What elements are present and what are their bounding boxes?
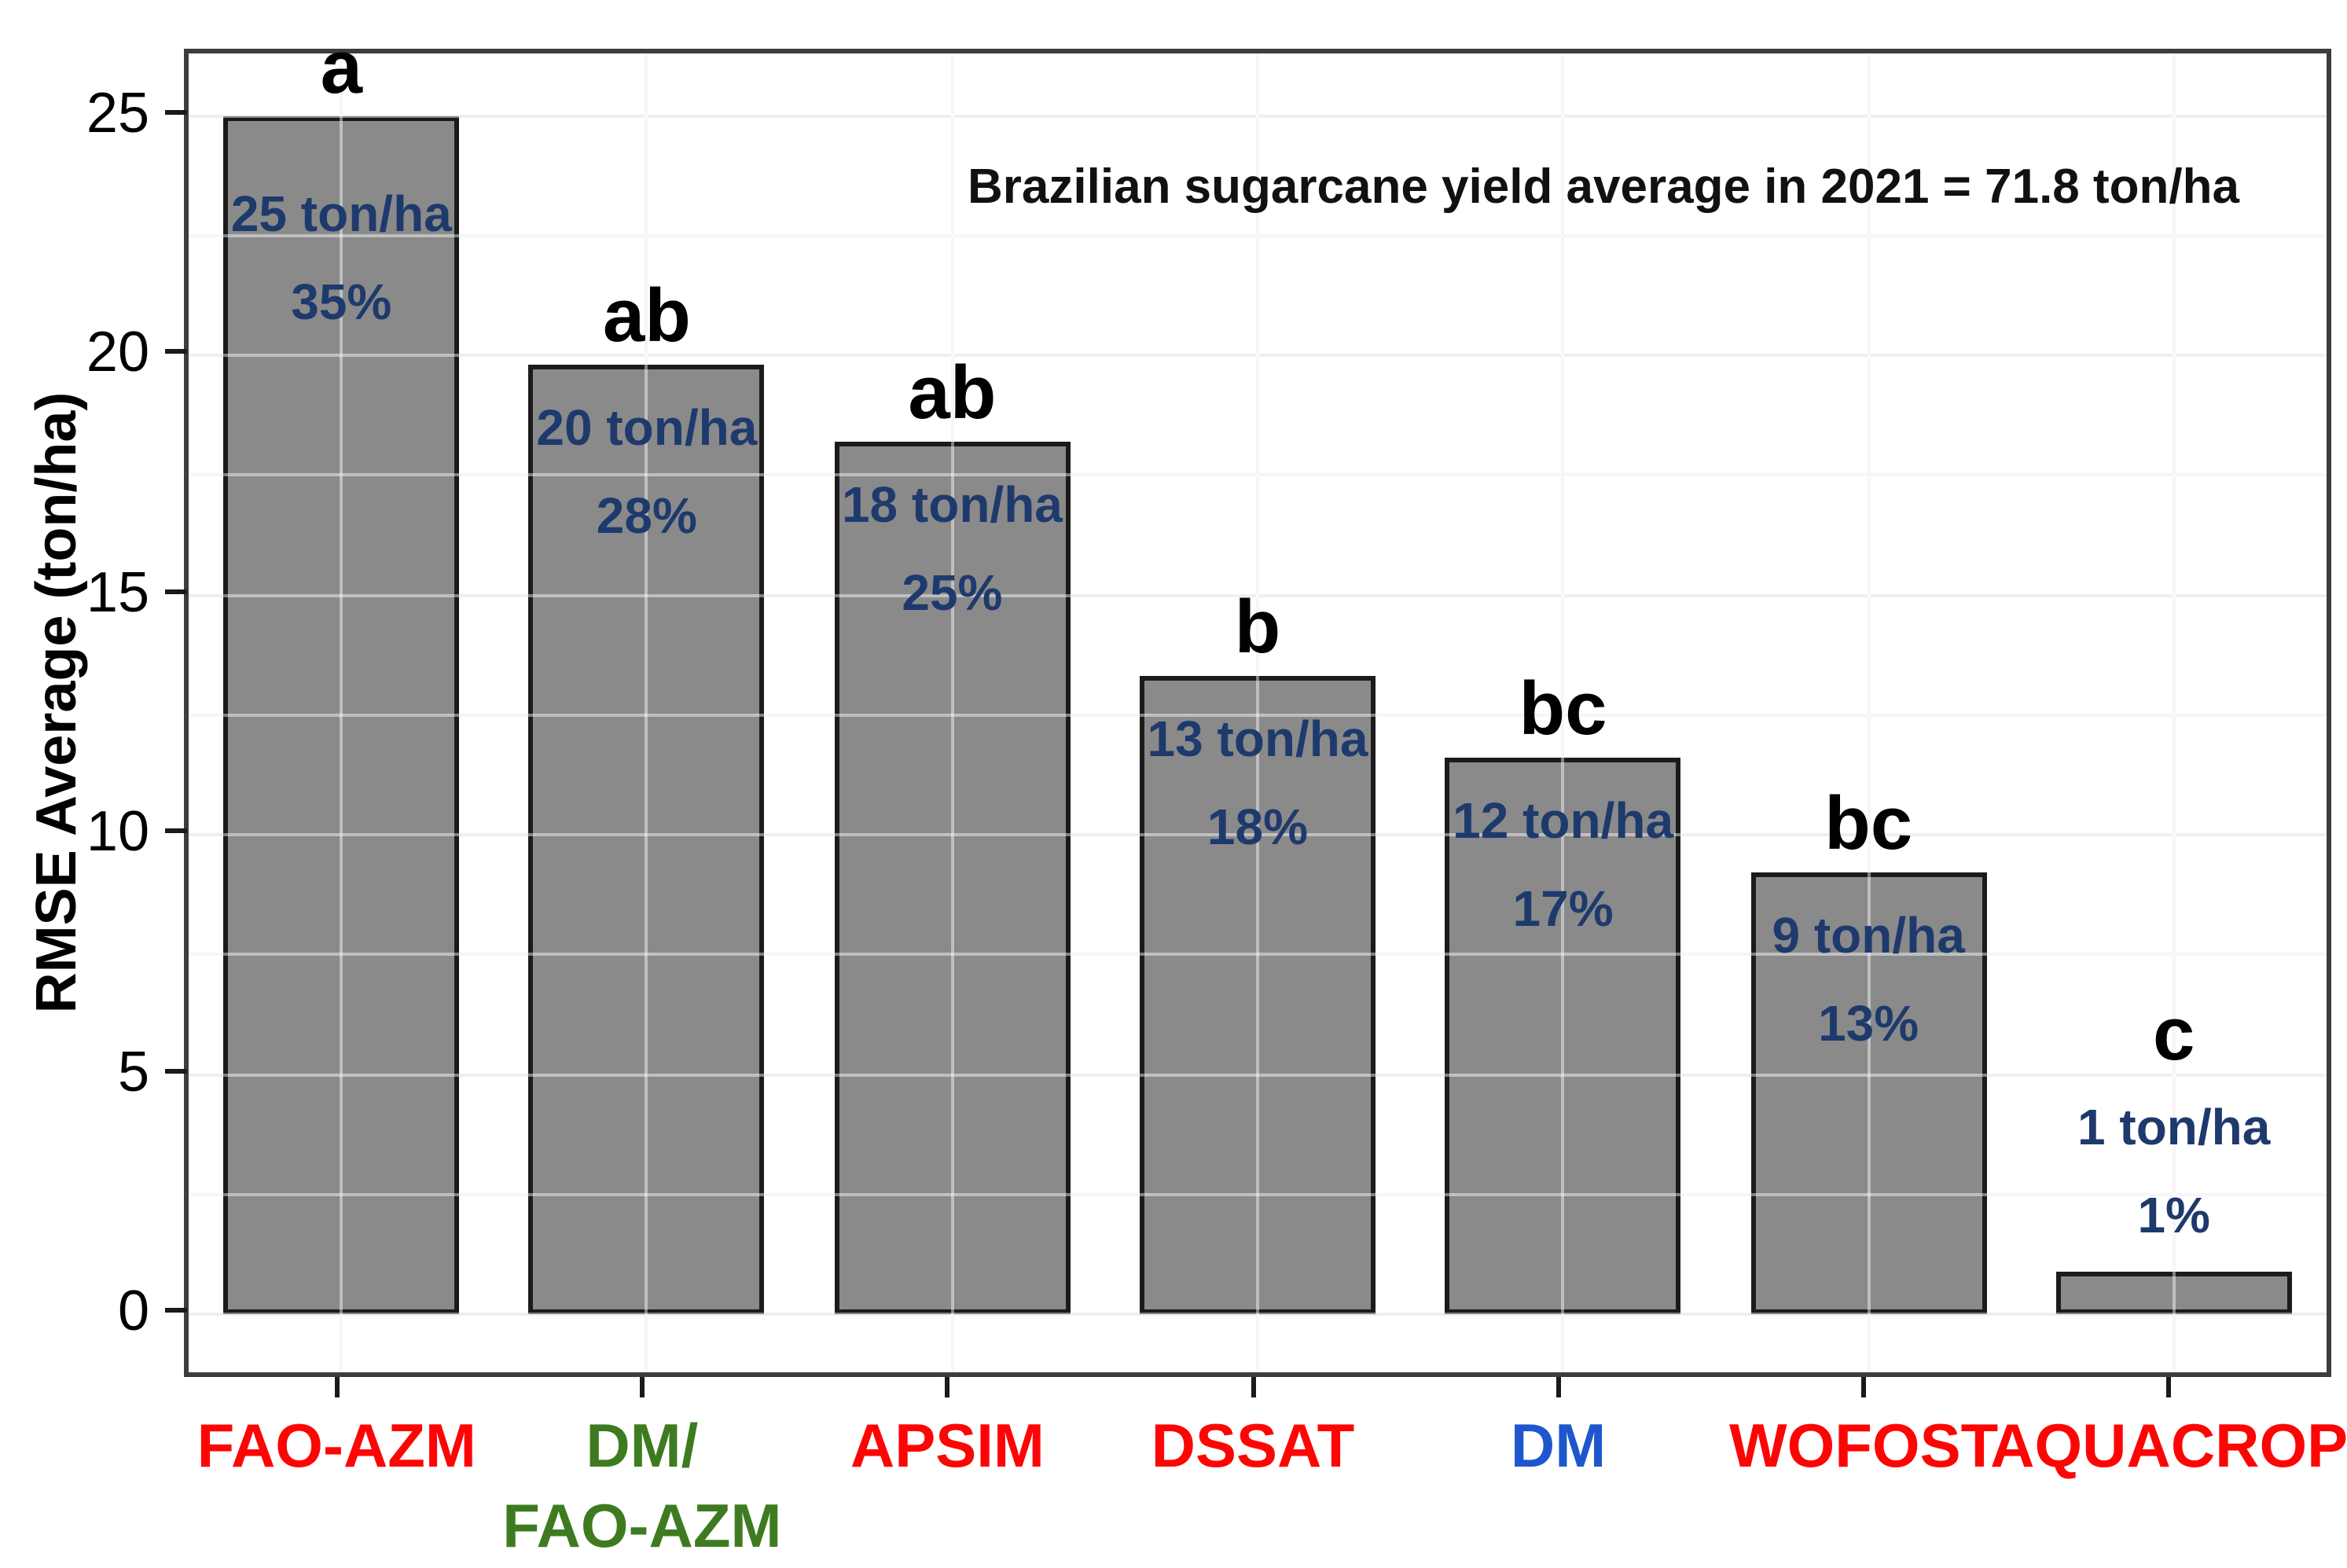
bar-DM — [1445, 758, 1681, 1314]
bar-value-text: 9 ton/ha — [1772, 907, 1965, 964]
x-axis-tick — [2166, 1377, 2172, 1397]
gridline-v-overlay — [951, 53, 954, 1372]
bar-value-label: 12 ton/ha 17% — [1410, 777, 1716, 953]
x-category-label: DM/FAO-AZM — [458, 1408, 827, 1568]
bar-value-label: 20 ton/ha 28% — [494, 384, 800, 560]
sig-letter: ab — [908, 351, 997, 435]
gridline-h-overlay — [189, 1073, 2327, 1076]
x-category-label: DSSAT — [1069, 1408, 1438, 1488]
gridline-h-overlay — [189, 233, 2327, 237]
gridline-h-overlay — [189, 354, 2327, 357]
bar-DM/FAO-AZM — [528, 365, 765, 1314]
bar-percent-text: 18% — [1207, 799, 1308, 856]
bar-value-label: 9 ton/ha 13% — [1716, 892, 2022, 1068]
y-tick-label: 25 — [86, 79, 149, 144]
y-tick-label: 20 — [86, 319, 149, 384]
gridline-v-overlay — [1868, 53, 1871, 1372]
bar-value-text: 1 ton/ha — [2077, 1098, 2271, 1155]
gridline-h-overlay — [189, 713, 2327, 717]
x-axis-tick — [1251, 1377, 1255, 1397]
bar-value-label: 18 ton/ha 25% — [799, 461, 1105, 637]
gridline-v-overlay — [1561, 53, 1564, 1372]
y-tick-label: 0 — [117, 1278, 149, 1342]
bar-percent-text: 17% — [1512, 880, 1614, 938]
gridline-v — [2173, 53, 2176, 1372]
gridline-v-overlay — [2173, 53, 2176, 1372]
x-axis-tick — [334, 1377, 340, 1397]
gridline-v — [1868, 53, 1871, 1372]
sig-letter: ab — [602, 275, 691, 359]
x-category-label-line: WOFOST — [1728, 1413, 1999, 1481]
y-axis-tick — [165, 109, 187, 114]
x-category-label-line: DSSAT — [1151, 1413, 1355, 1481]
gridline-v-overlay — [645, 53, 648, 1372]
x-axis-tick — [1555, 1377, 1561, 1397]
bar-AQUACROP — [2055, 1271, 2292, 1314]
plot-area: 25 ton/ha 35% a 20 ton/ha 28% ab 18 ton/ha 25% a… — [184, 30, 2331, 1377]
bar-percent-text: 13% — [1818, 995, 1919, 1052]
y-axis-tick — [165, 1308, 187, 1313]
bar-DSSAT — [1140, 676, 1376, 1314]
bar-percent-text: 1% — [2137, 1186, 2210, 1243]
y-axis-tick — [165, 1068, 187, 1073]
sig-letter: bc — [1519, 668, 1607, 752]
y-axis-tick — [165, 589, 187, 593]
gridline-v — [1561, 53, 1564, 1372]
sig-letter: b — [1234, 586, 1281, 670]
x-category-label-line: APSIM — [850, 1413, 1045, 1481]
x-category-label: AQUACROP — [1985, 1408, 2347, 1488]
bar-value-label: 13 ton/ha 18% — [1105, 696, 1411, 872]
y-tick-label: 10 — [86, 799, 149, 863]
bar-value-text: 13 ton/ha — [1147, 711, 1368, 768]
x-axis-tick — [639, 1377, 645, 1397]
gridline-h-overlay — [189, 953, 2327, 957]
chart-annotation: Brazilian sugarcane yield average in 202… — [968, 159, 2239, 214]
bar-value-label: 1 ton/ha 1% — [2021, 1082, 2327, 1258]
x-category-label: APSIM — [763, 1408, 1132, 1488]
bar-percent-text: 25% — [902, 564, 1003, 621]
bar-value-text: 12 ton/ha — [1453, 792, 1674, 850]
x-category-label-line: DM — [1510, 1413, 1607, 1481]
x-category-label-line: FAO-AZM — [197, 1413, 476, 1481]
gridline-h-overlay — [189, 833, 2327, 836]
y-axis-tick — [165, 349, 187, 354]
y-tick-label: 5 — [117, 1038, 149, 1103]
bar-percent-text: 28% — [596, 487, 697, 545]
gridline-h-overlay — [189, 473, 2327, 477]
y-axis-tick — [165, 828, 187, 833]
bar-APSIM — [834, 441, 1071, 1314]
bar-percent-text: 35% — [291, 273, 392, 329]
bar-value-label: 25 ton/ha 35% — [189, 169, 494, 345]
gridline-h-overlay — [189, 114, 2327, 117]
x-axis-tick — [945, 1377, 950, 1397]
x-category-label: DM — [1374, 1408, 1743, 1488]
bar-value-text: 20 ton/ha — [536, 399, 758, 457]
gridline-v-overlay — [1256, 53, 1259, 1372]
gridline-h-overlay — [189, 593, 2327, 597]
gridline-h-overlay — [189, 1192, 2327, 1196]
x-category-label: FAO-AZM — [152, 1408, 521, 1488]
x-axis-tick — [1861, 1377, 1867, 1397]
gridline-h-overlay — [189, 1313, 2327, 1316]
sig-letter: bc — [1824, 783, 1913, 867]
sig-letter: c — [2152, 993, 2195, 1077]
x-category-label-line: FAO-AZM — [502, 1493, 782, 1561]
x-category-label-line: AQUACROP — [1990, 1413, 2347, 1481]
bar-WOFOST — [1750, 872, 1987, 1314]
y-tick-label: 15 — [86, 559, 149, 623]
bar-value-text: 18 ton/ha — [841, 476, 1063, 533]
sig-letter: a — [320, 26, 362, 109]
gridline-v-overlay — [340, 53, 343, 1372]
bar-value-text: 25 ton/ha — [230, 185, 452, 241]
x-category-label: WOFOST — [1680, 1408, 2048, 1488]
bar-FAO-AZM — [223, 116, 460, 1314]
x-category-label-line: DM/ — [586, 1413, 699, 1481]
